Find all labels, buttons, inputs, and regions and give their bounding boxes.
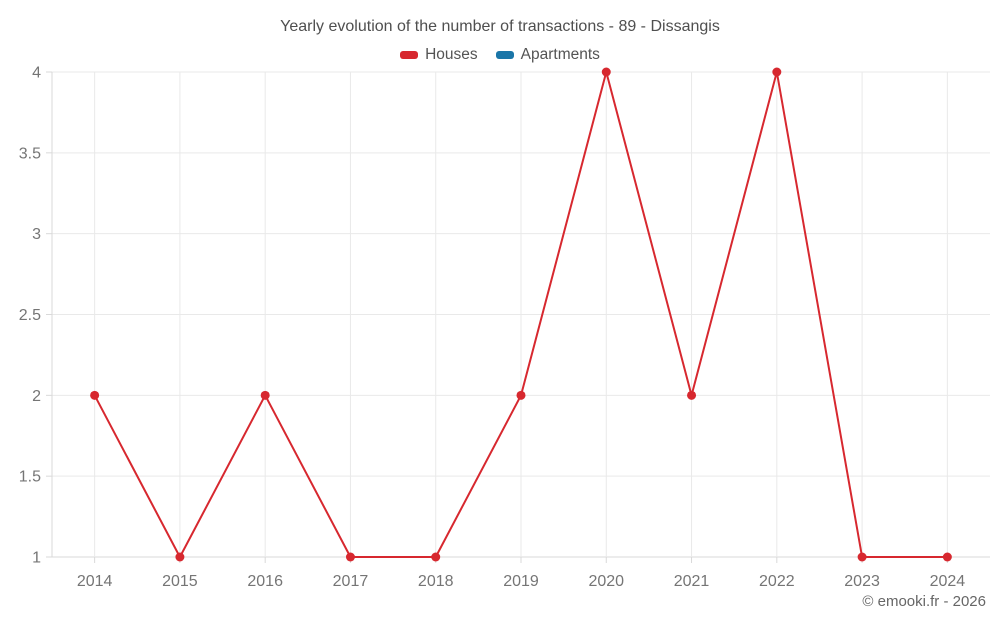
x-axis-label: 2021 [674,573,710,590]
x-axis-label: 2022 [759,573,795,590]
x-axis-label: 2023 [844,573,880,590]
data-point-houses-2015[interactable] [175,552,185,562]
x-axis-label: 2019 [503,573,539,590]
y-axis-label: 4 [32,65,41,82]
x-axis-label: 2017 [333,573,369,590]
legend-label-houses: Houses [425,46,478,63]
data-point-houses-2023[interactable] [857,552,867,562]
x-axis-label: 2020 [588,573,624,590]
legend-item-houses[interactable]: Houses [400,46,478,64]
data-point-houses-2020[interactable] [601,67,611,77]
data-point-houses-2016[interactable] [260,390,270,400]
y-axis-label: 1 [32,550,41,567]
x-axis-label: 2018 [418,573,454,590]
x-axis-label: 2014 [77,573,113,590]
chart-title: Yearly evolution of the number of transa… [280,18,720,35]
data-point-houses-2021[interactable] [687,390,697,400]
x-axis-label: 2024 [930,573,966,590]
copyright-credit: © emooki.fr - 2026 [862,593,986,610]
data-point-houses-2022[interactable] [772,67,782,77]
legend-label-apartments: Apartments [520,46,600,63]
houses-legend-swatch-icon [400,51,419,59]
data-point-houses-2018[interactable] [431,552,441,562]
y-axis-label: 1.5 [19,469,41,486]
x-axis-label: 2016 [247,573,283,590]
y-axis-label: 3 [32,226,41,243]
data-point-houses-2017[interactable] [345,552,355,562]
data-point-houses-2019[interactable] [516,390,526,400]
y-axis-label: 3.5 [19,145,41,162]
y-axis-label: 2 [32,388,41,405]
chart-legend: Houses Apartments [0,46,1000,64]
apartments-legend-swatch-icon [495,51,514,59]
data-point-houses-2024[interactable] [942,552,952,562]
y-axis-label: 2.5 [19,307,41,324]
legend-item-apartments[interactable]: Apartments [495,46,600,64]
data-point-houses-2014[interactable] [90,390,100,400]
x-axis-label: 2015 [162,573,198,590]
